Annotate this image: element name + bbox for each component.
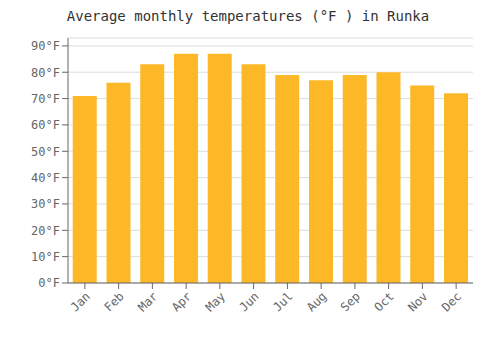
svg-text:Oct: Oct	[372, 289, 397, 314]
svg-text:50°F: 50°F	[31, 145, 60, 159]
svg-text:80°F: 80°F	[31, 66, 60, 80]
svg-text:60°F: 60°F	[31, 118, 60, 132]
svg-text:Feb: Feb	[102, 289, 127, 314]
svg-text:Mar: Mar	[135, 289, 160, 314]
svg-text:20°F: 20°F	[31, 224, 60, 238]
svg-text:30°F: 30°F	[31, 197, 60, 211]
svg-text:Jul: Jul	[270, 289, 295, 314]
svg-text:90°F: 90°F	[31, 39, 60, 53]
svg-text:Jan: Jan	[68, 289, 93, 314]
svg-text:May: May	[203, 289, 228, 314]
svg-text:Aug: Aug	[304, 289, 329, 314]
svg-text:Apr: Apr	[169, 289, 194, 314]
svg-text:Nov: Nov	[405, 289, 430, 314]
svg-text:Dec: Dec	[439, 289, 464, 314]
html-text:Average monthly temperatures (: Average monthly temperatures (°F ) in Ru…	[66, 8, 430, 24]
svg-text:70°F: 70°F	[31, 92, 60, 106]
svg-text:10°F: 10°F	[31, 250, 60, 264]
svg-text:Sep: Sep	[338, 289, 363, 314]
svg-text:Jun: Jun	[237, 289, 262, 314]
svg-text:40°F: 40°F	[31, 171, 60, 185]
svg-text:0°F: 0°F	[38, 276, 60, 290]
